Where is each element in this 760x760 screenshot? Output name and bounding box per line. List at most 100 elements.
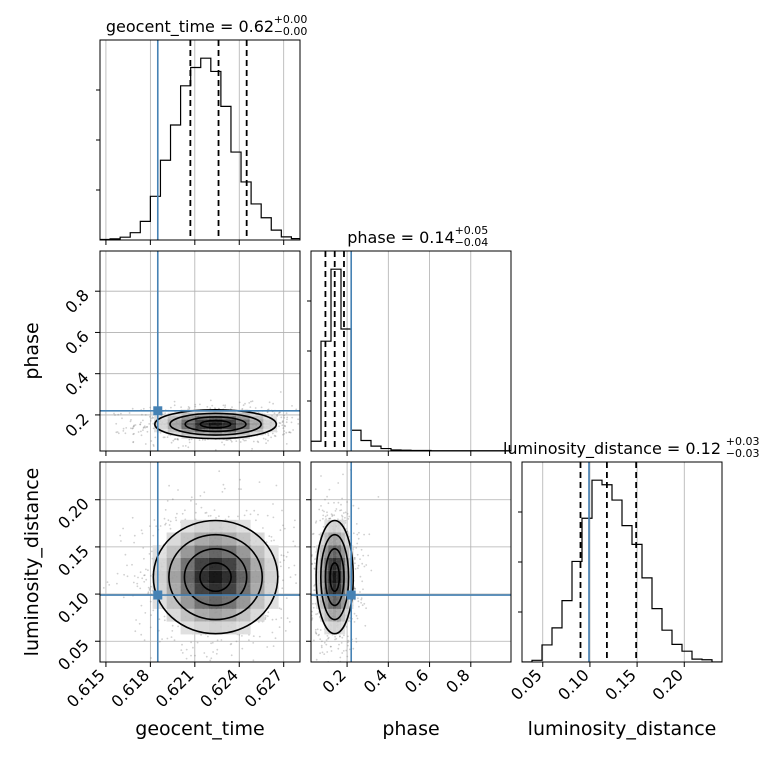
scatter-point (289, 431, 292, 434)
scatter-point (211, 404, 214, 407)
density-cell (320, 558, 325, 571)
scatter-point (348, 617, 351, 619)
scatter-point (350, 674, 352, 676)
density-cell (208, 583, 223, 597)
density-cell (222, 435, 237, 439)
scatter-point (131, 563, 133, 566)
contour-level-1 (199, 562, 232, 593)
density-cell (249, 425, 264, 429)
title-text: phase = 0.14 (347, 228, 454, 247)
scatter-point (357, 600, 360, 603)
scatter-point (190, 496, 193, 499)
scatter-point (144, 612, 147, 614)
scatter-point (181, 652, 184, 654)
scatter-point (188, 407, 191, 409)
scatter-point (252, 635, 255, 637)
scatter-point (324, 515, 327, 518)
scatter-point (324, 667, 326, 669)
scatter-point (357, 507, 360, 510)
panel-frame (310, 250, 512, 452)
scatter-point (121, 417, 123, 420)
scatter-point (275, 484, 278, 487)
x-tick-label-phase: 0.6 (401, 665, 432, 696)
scatter-point (340, 667, 342, 669)
panel-frame (521, 461, 723, 663)
scatter-point (337, 518, 339, 521)
scatter-point (353, 557, 356, 559)
scatter-point (333, 514, 336, 517)
scatter-point (181, 512, 184, 515)
scatter-point (328, 488, 331, 491)
scatter-point (324, 498, 326, 501)
y-axis-label-phase: phase (21, 322, 43, 379)
y-tick-label-luminosity_distance: 0.05 (54, 636, 93, 675)
scatter-point (146, 426, 149, 428)
scatter-point (226, 439, 229, 441)
scatter-point (200, 634, 202, 636)
title-lower-error: −0.03 (726, 447, 760, 460)
panel-background (100, 40, 300, 240)
density-cell (154, 425, 168, 429)
scatter-point (276, 414, 279, 416)
scatter-point (337, 501, 340, 504)
density-cell (166, 608, 181, 622)
scatter-point (313, 589, 316, 592)
scatter-point (149, 626, 152, 629)
density-cell (341, 570, 346, 584)
scatter-point (190, 438, 193, 441)
scatter-point (269, 452, 271, 454)
scatter-point (150, 575, 152, 577)
scatter-point (274, 637, 277, 640)
scatter-point (302, 640, 304, 642)
scatter-point (264, 614, 267, 617)
density-cell (332, 519, 337, 533)
x-tick-label-geocent_time: 0.621 (152, 665, 198, 711)
y-tick-label-luminosity_distance: 0.20 (54, 494, 93, 533)
scatter-point (251, 447, 254, 450)
scatter-point (301, 547, 303, 549)
scatter-point (341, 497, 343, 500)
scatter-point (307, 623, 309, 625)
x-axis-label-luminosity_distance: luminosity_distance (528, 718, 717, 740)
scatter-point (163, 517, 166, 520)
density-cell (332, 532, 337, 546)
scatter-point (285, 443, 288, 445)
scatter-point (264, 618, 267, 620)
scatter-point (161, 638, 163, 640)
scatter-point (309, 425, 311, 427)
scatter-point (354, 557, 356, 559)
density-cell (320, 532, 325, 546)
scatter-point (229, 643, 232, 646)
density-cell (324, 608, 329, 622)
scatter-point (124, 432, 127, 435)
scatter-point (187, 446, 190, 449)
title-upper-error: +0.05 (455, 224, 489, 237)
scatter-point (345, 649, 348, 652)
scatter-point (370, 569, 373, 572)
scatter-point (195, 460, 197, 462)
density-cell (345, 570, 350, 584)
scatter-point (214, 407, 216, 410)
scatter-point (177, 438, 179, 441)
scatter-point (321, 509, 324, 512)
scatter-point (238, 401, 241, 404)
density-cell (167, 412, 182, 416)
scatter-point (244, 402, 246, 405)
scatter-point (326, 670, 328, 672)
density-cell (181, 429, 196, 433)
scatter-point (327, 637, 329, 640)
scatter-point (348, 648, 351, 651)
scatter-point (222, 404, 225, 407)
scatter-point (147, 569, 149, 572)
scatter-point (355, 523, 358, 525)
scatter-point (133, 424, 136, 427)
scatter-point (271, 618, 274, 621)
scatter-point (283, 559, 285, 562)
x-axis-label-geocent_time: geocent_time (135, 718, 264, 740)
density-cell (208, 558, 223, 571)
scatter-point (256, 440, 259, 443)
scatter-point (358, 605, 360, 608)
scatter-point (145, 426, 148, 428)
density-cell (250, 596, 265, 609)
scatter-point (288, 566, 290, 569)
